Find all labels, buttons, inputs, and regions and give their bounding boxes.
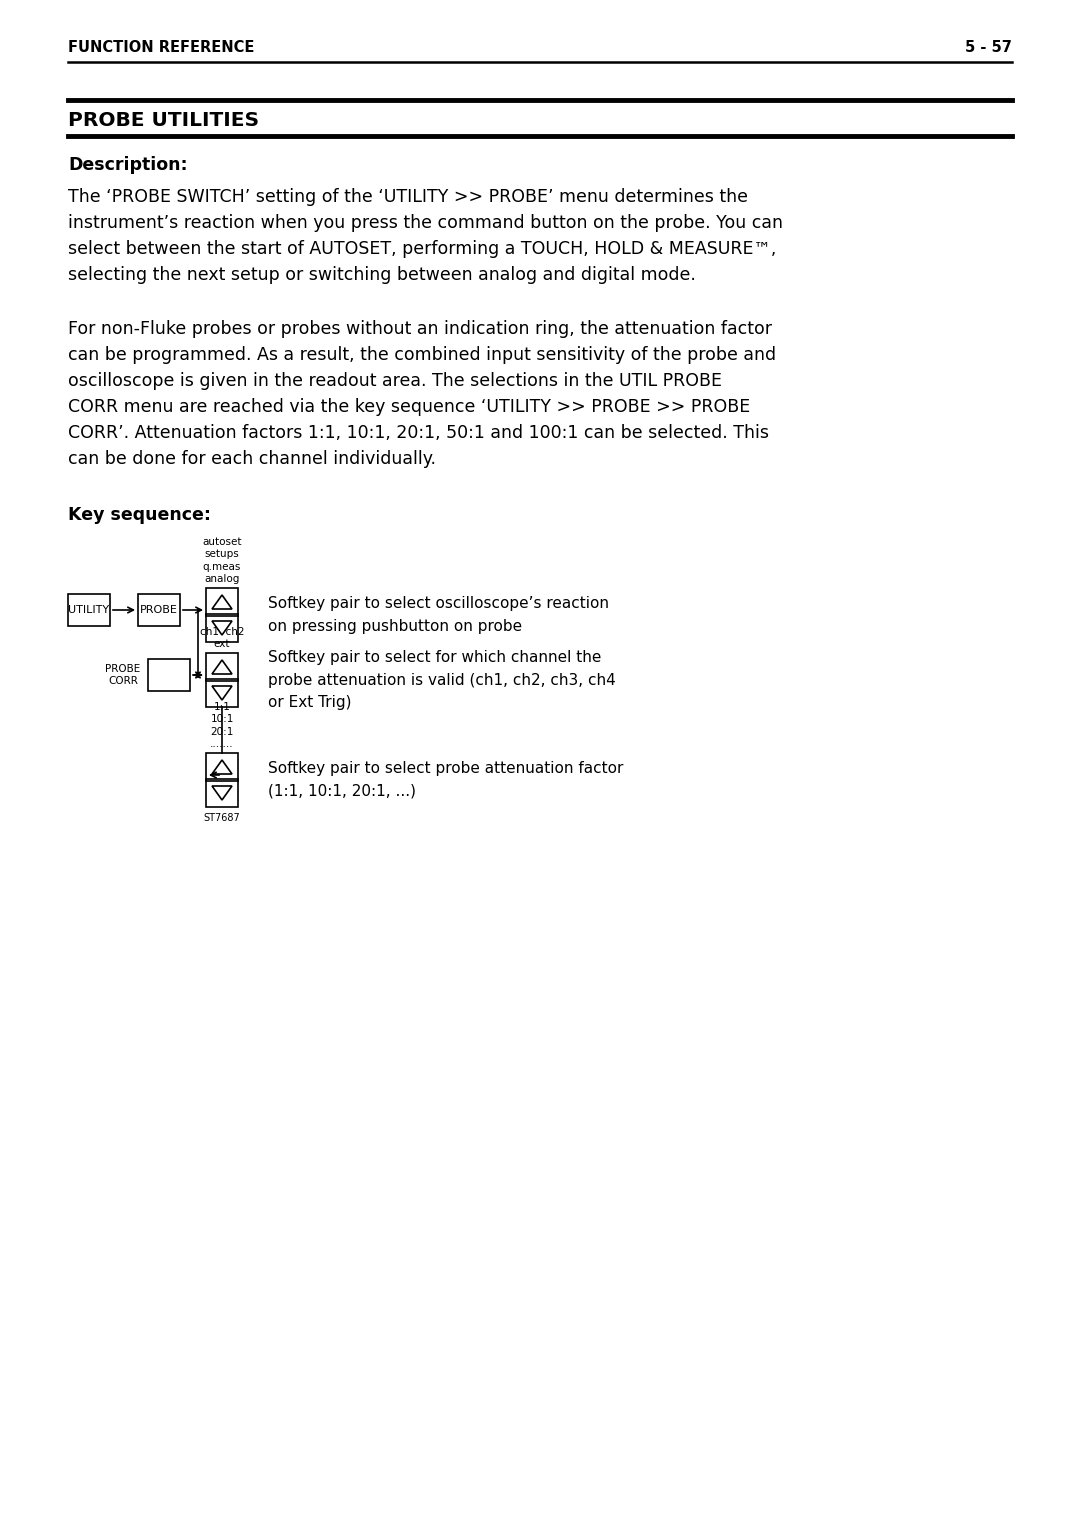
Text: instrument’s reaction when you press the command button on the probe. You can: instrument’s reaction when you press the… [68,214,783,232]
Bar [206,589,238,616]
Text: ST7687: ST7687 [204,813,241,823]
Text: The ‘PROBE SWITCH’ setting of the ‘UTILITY >> PROBE’ menu determines the: The ‘PROBE SWITCH’ setting of the ‘UTILI… [68,188,748,206]
Text: CORR menu are reached via the key sequence ‘UTILITY >> PROBE >> PROBE: CORR menu are reached via the key sequen… [68,398,751,416]
Text: 5 - 57: 5 - 57 [966,40,1012,55]
Text: can be done for each channel individually.: can be done for each channel individuall… [68,450,436,468]
Text: Description:: Description: [68,156,188,174]
Text: ch1  ch2
ext: ch1 ch2 ext [200,627,244,648]
Text: FUNCTION REFERENCE: FUNCTION REFERENCE [68,40,255,55]
Text: For non-Fluke probes or probes without an indication ring, the attenuation facto: For non-Fluke probes or probes without a… [68,320,772,338]
Text: 1:1
10:1
20:1
.......: 1:1 10:1 20:1 ....... [211,702,233,749]
Bar [68,593,110,625]
Text: Softkey pair to select oscilloscope’s reaction
on pressing pushbutton on probe: Softkey pair to select oscilloscope’s re… [268,596,609,633]
Text: CORR’. Attenuation factors 1:1, 10:1, 20:1, 50:1 and 100:1 can be selected. This: CORR’. Attenuation factors 1:1, 10:1, 20… [68,424,769,442]
Text: oscilloscope is given in the readout area. The selections in the UTIL PROBE: oscilloscope is given in the readout are… [68,372,723,390]
Text: PROBE UTILITIES: PROBE UTILITIES [68,112,259,130]
Text: select between the start of AUTOSET, performing a TOUCH, HOLD & MEASURE™,: select between the start of AUTOSET, per… [68,240,777,258]
Text: PROBE
CORR: PROBE CORR [106,664,140,687]
Text: selecting the next setup or switching between analog and digital mode.: selecting the next setup or switching be… [68,266,696,284]
Text: can be programmed. As a result, the combined input sensitivity of the probe and: can be programmed. As a result, the comb… [68,346,777,364]
Bar [206,679,238,706]
Bar [206,653,238,680]
Bar [148,659,190,691]
Bar [206,615,238,642]
Bar [138,593,180,625]
Text: autoset
setups
q.meas
analog: autoset setups q.meas analog [202,537,242,584]
Text: UTILITY: UTILITY [68,605,109,615]
Text: Softkey pair to select for which channel the
probe attenuation is valid (ch1, ch: Softkey pair to select for which channel… [268,650,616,709]
Bar [206,752,238,781]
Text: Key sequence:: Key sequence: [68,506,211,524]
Text: Softkey pair to select probe attenuation factor
(1:1, 10:1, 20:1, ...): Softkey pair to select probe attenuation… [268,761,623,798]
Bar [206,778,238,807]
Text: PROBE: PROBE [140,605,178,615]
